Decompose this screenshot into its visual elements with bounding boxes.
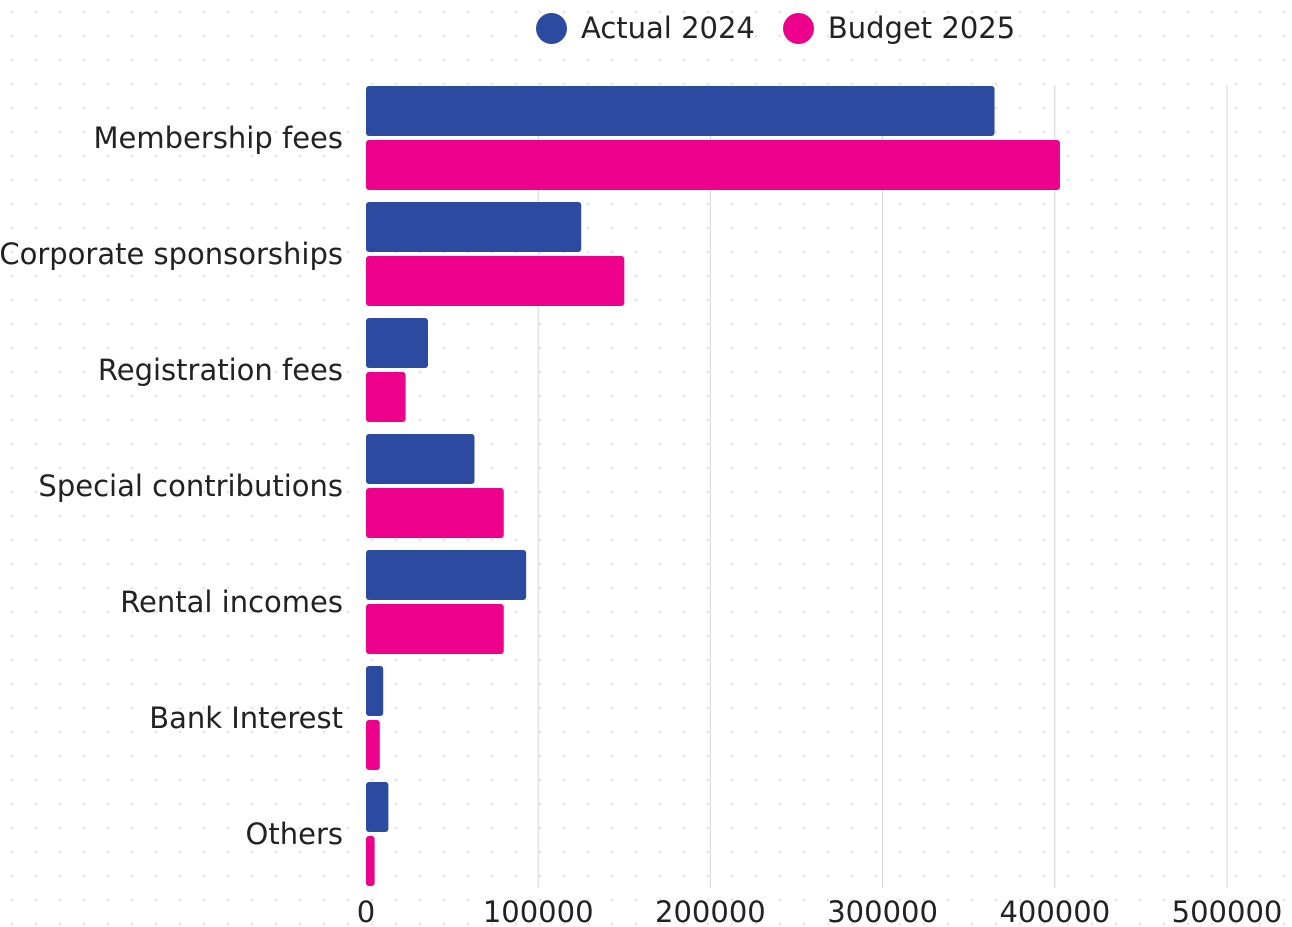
legend-label-budget: Budget 2025 — [827, 11, 1016, 45]
category-label: Registration fees — [98, 353, 343, 387]
bar — [366, 720, 380, 770]
bar — [366, 372, 406, 422]
bar — [366, 434, 475, 484]
category-label: Special contributions — [38, 469, 343, 503]
bar — [366, 666, 384, 716]
category-label: Others — [246, 817, 343, 851]
category-label: Bank Interest — [149, 701, 343, 735]
bar — [366, 318, 428, 368]
bar — [366, 202, 582, 252]
bar — [366, 604, 504, 654]
legend-swatch-budget — [782, 12, 814, 44]
x-tick-label: 400000 — [999, 895, 1110, 927]
legend-swatch-actual — [536, 12, 567, 44]
x-tick-label: 100000 — [483, 895, 594, 927]
legend-label-actual: Actual 2024 — [581, 11, 755, 45]
category-label: Membership fees — [94, 121, 343, 155]
x-tick-label: 500000 — [1172, 895, 1283, 927]
bar — [366, 782, 389, 832]
bar — [366, 140, 1060, 190]
chart-legend: Actual 2024 Budget 2025 — [536, 8, 1015, 48]
bar — [366, 550, 527, 600]
x-tick-label: 200000 — [655, 895, 766, 927]
legend-item-actual: Actual 2024 — [536, 8, 755, 48]
legend-item-budget: Budget 2025 — [782, 8, 1016, 48]
bar — [366, 256, 625, 306]
x-tick-label: 300000 — [827, 895, 938, 927]
bar — [366, 488, 504, 538]
category-label: Corporate sponsorships — [0, 237, 343, 271]
bar — [366, 86, 995, 136]
bar — [366, 836, 375, 886]
x-tick-label: 0 — [357, 895, 375, 927]
category-label: Rental incomes — [120, 585, 343, 619]
